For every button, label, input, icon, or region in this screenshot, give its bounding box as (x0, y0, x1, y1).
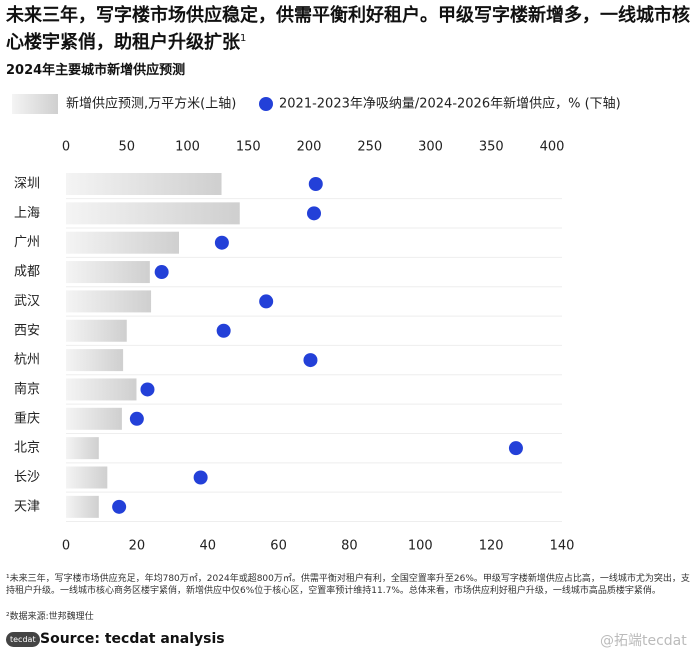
x2-tick-label: 20 (129, 539, 146, 554)
bar (66, 437, 99, 460)
dot (214, 235, 229, 250)
bar (66, 319, 127, 342)
dot (216, 323, 231, 338)
x2-tick-label: 40 (199, 539, 216, 554)
category-label: 天津 (14, 499, 40, 514)
dot (259, 294, 274, 309)
x-tick-label: 200 (297, 140, 322, 155)
dot (129, 411, 144, 426)
bar (66, 349, 124, 372)
x2-tick-label: 140 (550, 539, 575, 554)
dot (140, 382, 155, 397)
x-tick-label: 350 (479, 140, 504, 155)
x-tick-label: 400 (540, 140, 565, 155)
subtitle: 2024年主要城市新增供应预测 (6, 63, 186, 78)
x-tick-label: 50 (118, 140, 135, 155)
category-label: 西安 (14, 323, 40, 338)
x2-tick-label: 120 (479, 539, 504, 554)
dot (112, 499, 127, 514)
category-label: 杭州 (14, 353, 40, 368)
category-label: 深圳 (14, 177, 40, 192)
category-label: 广州 (14, 235, 40, 250)
chart: 0 50 100 150 200 250 300 350 400 0 20 40 60 80 100 120 1… (12, 94, 621, 554)
title-note: 1 (240, 33, 247, 44)
dot (154, 265, 169, 280)
bar (66, 173, 222, 195)
dot (308, 177, 323, 191)
dot (508, 441, 523, 456)
title-text: 未来三年，写字楼市场供应稳定，供需平衡利好租户。甲级写字楼新增多，一线城市核心楼… (6, 5, 690, 53)
x2-tick-label: 80 (341, 539, 358, 554)
legend-swatch (259, 97, 273, 111)
footnote: ¹未来三年，写字楼市场供应充足，年均780万㎡，2024年或超800万㎡。供需平… (6, 574, 690, 596)
logo: tecdat (6, 632, 40, 647)
category-label: 成都 (14, 265, 40, 280)
x-tick-label: 150 (236, 140, 261, 155)
bar (66, 290, 152, 313)
category-label: 长沙 (14, 470, 40, 485)
x-tick-label: 0 (62, 140, 70, 155)
x2-tick-label: 60 (270, 539, 287, 554)
legend-swatch (12, 94, 58, 114)
source: Source: tecdat analysis (40, 631, 225, 647)
x-tick-label: 300 (418, 140, 443, 155)
bar (66, 261, 150, 284)
bar (66, 495, 99, 518)
legend-label: 新增供应预测,万平方米(上轴) (66, 96, 236, 112)
bar (66, 378, 137, 401)
bar (66, 231, 179, 254)
bar (66, 407, 122, 430)
legend-label: 2021-2023年净吸纳量/2024-2026年新增供应，% (下轴) (279, 96, 621, 112)
title: 未来三年，写字楼市场供应稳定，供需平衡利好租户。甲级写字楼新增多，一线城市核心楼… (6, 4, 696, 54)
watermark: @拓端tecdat (600, 633, 687, 649)
bar (66, 466, 108, 489)
x-tick-label: 100 (175, 140, 200, 155)
bar (66, 202, 240, 225)
dot (303, 353, 318, 368)
dot (193, 470, 208, 485)
x2-tick-label: 100 (408, 539, 433, 554)
category-label: 上海 (14, 206, 40, 221)
x2-tick-label: 0 (62, 539, 70, 554)
category-label: 北京 (14, 441, 40, 456)
footnote: ²数据来源:世邦魏理仕 (6, 612, 94, 622)
dot (307, 206, 321, 221)
category-label: 南京 (14, 381, 40, 397)
category-label: 重庆 (14, 410, 40, 426)
x-tick-label: 250 (357, 140, 382, 155)
category-label: 武汉 (14, 294, 40, 309)
